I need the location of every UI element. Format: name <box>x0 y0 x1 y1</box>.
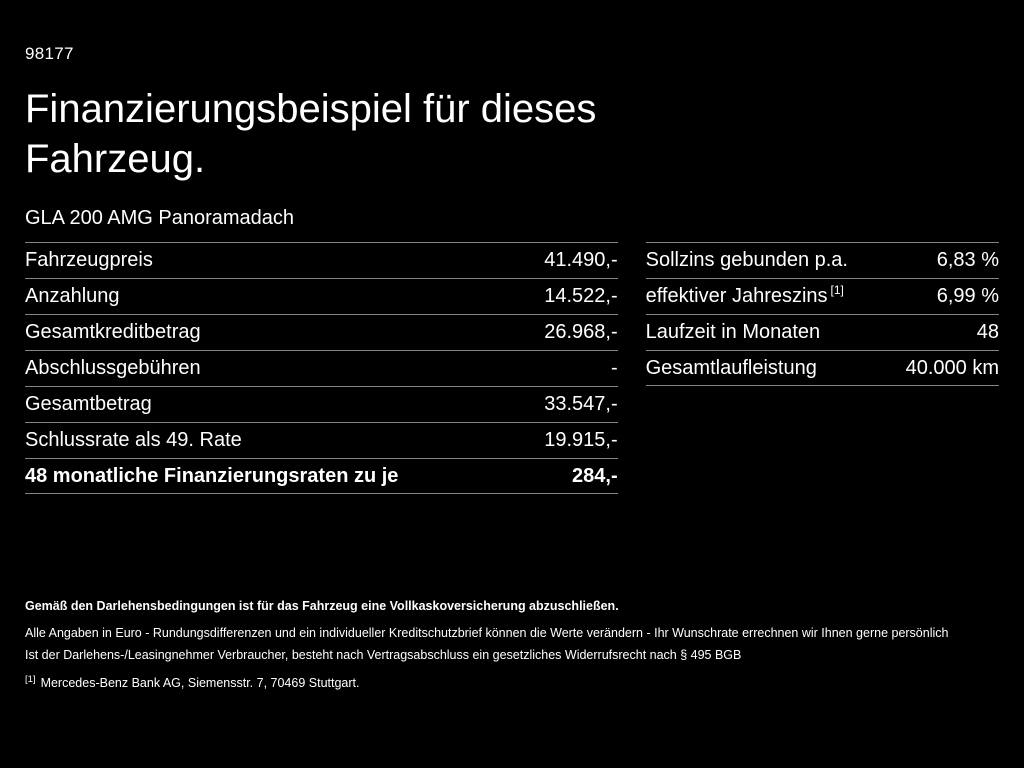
financing-amounts-table: Fahrzeugpreis 41.490,- Anzahlung 14.522,… <box>25 242 618 494</box>
footnote-text: Mercedes-Benz Bank AG, Siemensstr. 7, 70… <box>40 676 360 691</box>
table-row: Abschlussgebühren - <box>25 350 618 386</box>
bank-footnote: [1] Mercedes-Benz Bank AG, Siemensstr. 7,… <box>25 672 1000 691</box>
row-value: 40.000 km <box>905 356 999 379</box>
row-label: Laufzeit in Monaten <box>645 321 821 343</box>
row-label: Gesamtbetrag <box>25 393 152 415</box>
row-value: - <box>610 357 618 379</box>
table-row: Fahrzeugpreis 41.490,- <box>25 242 618 278</box>
page-title-line-1: Finanzierungsbeispiel für dieses <box>25 87 597 131</box>
table-row-monthly-rate: 48 monatliche Finanzierungsraten zu je 2… <box>25 458 618 494</box>
row-label: Gesamtlaufleistung <box>645 356 817 379</box>
row-value: 26.968,- <box>544 321 618 343</box>
disclaimer-line-2: Ist der Darlehens-/Leasingnehmer Verbrau… <box>25 648 742 662</box>
financing-tables: Fahrzeugpreis 41.490,- Anzahlung 14.522,… <box>25 242 999 494</box>
page-title: Finanzierungsbeispiel für dieses Fahrzeu… <box>25 84 999 184</box>
footnote-marker: [1] <box>25 674 36 685</box>
offer-reference-number: 98177 <box>25 44 74 63</box>
table-row: Sollzins gebunden p.a. 6,83 % <box>645 242 999 278</box>
row-value: 6,83 % <box>936 249 999 271</box>
row-value: 6,99 % <box>936 285 999 307</box>
vehicle-model-subtitle: GLA 200 AMG Panoramadach <box>25 207 295 229</box>
row-value: 48 <box>976 321 999 343</box>
row-value: 284,- <box>572 464 618 487</box>
table-row: Gesamtkreditbetrag 26.968,- <box>25 314 618 350</box>
row-label: effektiver Jahreszins [1] <box>645 283 844 308</box>
insurance-requirement-note: Gemäß den Darlehensbedingungen ist für d… <box>25 599 619 613</box>
page-title-line-2: Fahrzeug. <box>25 137 206 181</box>
financing-page: 98177 Finanzierungsbeispiel für dieses F… <box>25 44 999 494</box>
table-row: Schlussrate als 49. Rate 19.915,- <box>25 422 618 458</box>
row-value: 41.490,- <box>544 249 618 271</box>
row-label-text: effektiver Jahreszins <box>645 285 828 307</box>
legal-footer: Gemäß den Darlehensbedingungen ist für d… <box>25 598 1000 691</box>
table-row: Laufzeit in Monaten 48 <box>645 314 999 350</box>
row-value: 14.522,- <box>544 285 618 307</box>
row-value: 33.547,- <box>544 393 618 415</box>
disclaimer-line-1: Alle Angaben in Euro - Rundungsdifferenz… <box>25 626 949 640</box>
table-row: effektiver Jahreszins [1] 6,99 % <box>645 278 999 314</box>
table-row: Gesamtbetrag 33.547,- <box>25 386 618 422</box>
row-label: Gesamtkreditbetrag <box>25 321 201 343</box>
table-row: Gesamtlaufleistung 40.000 km <box>645 350 999 386</box>
row-label: Fahrzeugpreis <box>25 249 153 271</box>
table-row: Anzahlung 14.522,- <box>25 278 618 314</box>
row-label: Anzahlung <box>25 285 120 307</box>
row-value: 19.915,- <box>544 429 618 451</box>
financing-conditions-table: Sollzins gebunden p.a. 6,83 % effektiver… <box>645 242 999 386</box>
row-label: Abschlussgebühren <box>25 357 201 379</box>
footnote-reference-marker: [1] <box>830 283 844 298</box>
row-label: Sollzins gebunden p.a. <box>645 249 848 271</box>
row-label: Schlussrate als 49. Rate <box>25 429 242 451</box>
row-label: 48 monatliche Finanzierungsraten zu je <box>25 464 399 487</box>
